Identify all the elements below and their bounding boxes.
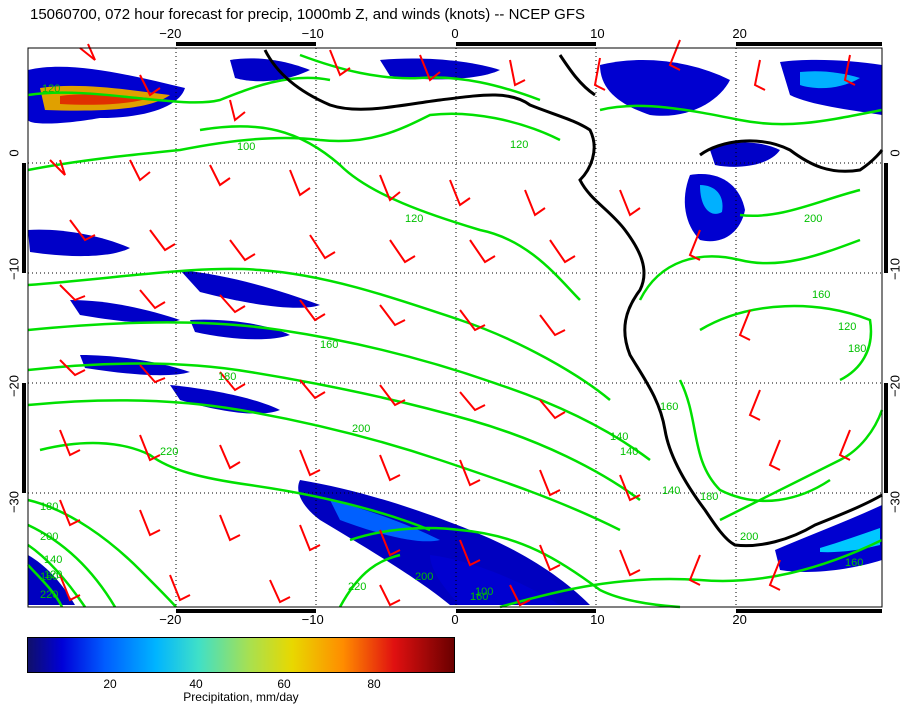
- contour-label: 120: [44, 569, 62, 581]
- contour-label: 120: [838, 321, 856, 333]
- contour-label: 140: [662, 485, 680, 497]
- lon-tick-bottom: 20: [732, 612, 747, 627]
- contour-label: 120: [510, 139, 528, 151]
- contour-label: 200: [804, 213, 822, 225]
- contour-label: 160: [812, 289, 830, 301]
- contour-label: 220: [348, 581, 366, 593]
- contour-label: 160: [320, 339, 338, 351]
- contour-label: 120: [405, 213, 423, 225]
- contour-label: 180: [40, 571, 58, 583]
- frame-ticks: [22, 42, 888, 613]
- contour-label: 160: [845, 557, 863, 569]
- precip-layer: [28, 58, 882, 605]
- graticule: [28, 48, 882, 607]
- contour-label: 140: [620, 446, 638, 458]
- lon-tick-bottom: 0: [451, 612, 459, 627]
- contour-label: 200: [415, 571, 433, 583]
- colorbar-tick-label: 80: [367, 677, 381, 691]
- contour-label: 180: [218, 371, 236, 383]
- lon-tick-bottom: −20: [159, 612, 182, 627]
- lat-tick-right: −10: [887, 258, 903, 281]
- lat-tick-right: −30: [887, 491, 903, 514]
- map-frame: [27, 47, 883, 608]
- lat-tick-left: −30: [6, 491, 22, 514]
- colorbar-tick-label: 20: [103, 677, 117, 691]
- lon-tick-bottom: −10: [301, 612, 324, 627]
- contour-label: 140: [44, 554, 62, 566]
- contour-label: 200: [352, 423, 370, 435]
- lon-tick-top: −20: [159, 26, 182, 41]
- lon-tick-top: 10: [590, 26, 605, 41]
- contour-label: 200: [40, 531, 58, 543]
- lat-tick-left: −10: [6, 258, 22, 281]
- contour-labels: 1201001201201401601802002201601201401601…: [40, 83, 866, 603]
- height-contours: [27, 53, 884, 609]
- contour-label: 180: [40, 501, 58, 513]
- contour-label: 100: [237, 141, 255, 153]
- lon-tick-top: 0: [451, 26, 459, 41]
- precip-colorbar: [27, 637, 455, 673]
- lon-tick-top: −10: [301, 26, 324, 41]
- contour-label: 160: [470, 591, 488, 603]
- contour-label: 220: [40, 589, 58, 601]
- contour-label: 100: [475, 586, 493, 598]
- colorbar-tick-label: 60: [277, 677, 291, 691]
- lon-tick-bottom: 10: [590, 612, 605, 627]
- contour-label: 220: [160, 446, 178, 458]
- contour-label: 180: [700, 491, 718, 503]
- coastline: [263, 49, 884, 548]
- map-title: 15060700, 072 hour forecast for precip, …: [30, 6, 585, 23]
- contour-label: 160: [660, 401, 678, 413]
- lat-tick-right: −20: [887, 374, 903, 397]
- contour-label: 140: [610, 431, 628, 443]
- lat-tick-left: −20: [6, 374, 22, 397]
- colorbar-label: Precipitation, mm/day: [183, 690, 299, 704]
- lat-tick-left: 0: [6, 149, 22, 157]
- colorbar-tick-label: 40: [189, 677, 203, 691]
- contour-label: 120: [42, 83, 60, 95]
- lat-tick-right: 0: [887, 149, 903, 157]
- wind-barbs: [49, 39, 856, 607]
- lon-tick-top: 20: [732, 26, 747, 41]
- contour-label: 180: [848, 343, 866, 355]
- contour-label: 200: [740, 531, 758, 543]
